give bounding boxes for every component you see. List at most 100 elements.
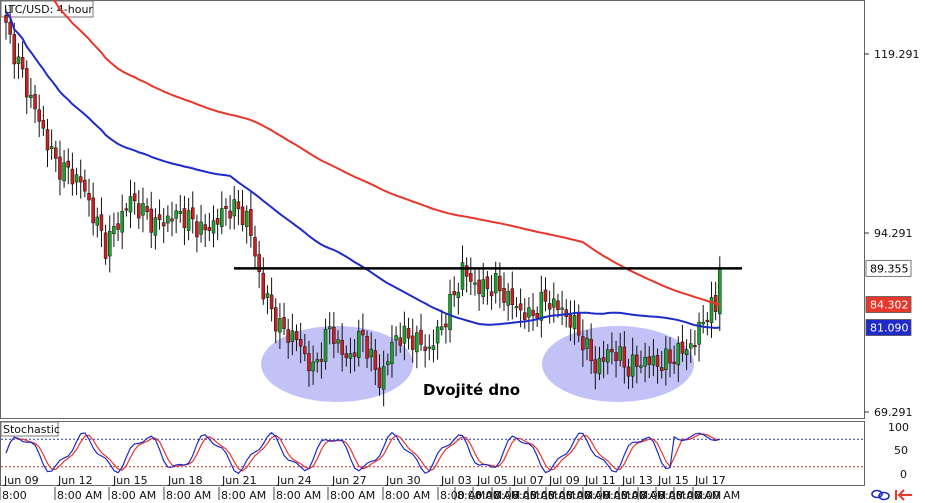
candle [224,205,228,209]
candle [701,321,705,325]
candle [290,330,295,342]
stoch-tick-label: 0 [900,468,907,481]
candle [232,199,236,217]
candle [78,176,83,183]
time-label: 8:00 AM [166,489,211,502]
candle [240,206,245,226]
candle [406,328,411,339]
candle [394,335,398,341]
candle [381,366,386,390]
candle [137,203,141,219]
candle [303,346,307,355]
candle [215,217,220,225]
time-label: 8:00 AM [695,489,740,502]
candle [655,355,660,367]
candle [124,208,129,211]
candle [149,208,153,233]
candle [286,329,290,343]
candle [116,223,120,230]
candle [132,193,137,202]
candle [680,341,685,354]
candle [95,216,100,226]
candle [373,350,378,370]
time-label: 8:00 AM [111,489,156,502]
candle [191,207,195,220]
candle [319,359,324,362]
price-badge-label: 81.090 [870,322,909,335]
candle [668,349,672,364]
candle [257,254,261,272]
date-label: Jul 15 [657,474,689,487]
candle [493,273,498,294]
arrow-right-icon[interactable] [895,489,912,501]
candle [693,345,697,348]
candle [622,346,627,368]
candle [676,343,681,366]
candle [103,232,108,259]
candle [539,291,544,321]
time-label: 8:00 AM [57,489,102,502]
candle [460,262,465,290]
candle [489,291,494,297]
candle [643,356,647,367]
candle [37,109,41,122]
candle [195,221,199,238]
time-label: 8:00 AM [658,489,703,502]
link-icon[interactable] [871,489,890,501]
candle [74,174,79,183]
candle [659,367,664,371]
candle [448,293,452,331]
candle [523,312,527,320]
date-label: Jul 09 [548,474,580,487]
candle [651,355,656,366]
candle [552,298,556,308]
candle [203,224,207,231]
candle [614,352,618,361]
candle [477,279,481,295]
price-badge-label: 84.302 [870,299,909,312]
candle [153,217,158,236]
candle [311,361,315,372]
stoch-tick-label: 100 [888,421,909,434]
candle [307,353,311,372]
sma-fast-line [5,11,720,330]
candle [112,226,116,234]
candle [282,317,286,329]
candle [610,348,614,353]
price-badge [865,259,912,277]
candle [20,57,25,70]
candle [4,15,8,23]
candle [377,367,382,388]
candle [502,287,506,303]
candle [323,328,328,362]
date-label: Jul 03 [440,474,472,487]
candle [601,357,606,362]
candle [697,321,701,345]
candle [415,332,419,353]
time-label: 8:00 [2,489,27,502]
price-badge [865,319,912,336]
candle [315,359,319,363]
candle [639,365,643,368]
time-label: 8:00 AM [385,489,430,502]
date-label: Jul 17 [694,474,726,487]
candle [174,210,178,219]
candle [294,331,299,341]
candle [199,221,203,235]
candle [431,345,436,350]
candle [597,358,602,375]
stochastic-panel-frame [0,421,865,486]
candle [249,209,253,236]
candle [236,201,241,210]
candle [568,314,573,328]
candle [506,291,510,306]
candle [128,196,133,213]
time-label: 8:00 AM [566,489,611,502]
candle [452,291,456,296]
candle [527,307,531,318]
date-label: Jul 05 [476,474,508,487]
candle [547,303,552,310]
stoch-d-line [5,433,720,472]
candle [427,346,432,349]
stochastic-label: Stochastic [3,423,60,436]
